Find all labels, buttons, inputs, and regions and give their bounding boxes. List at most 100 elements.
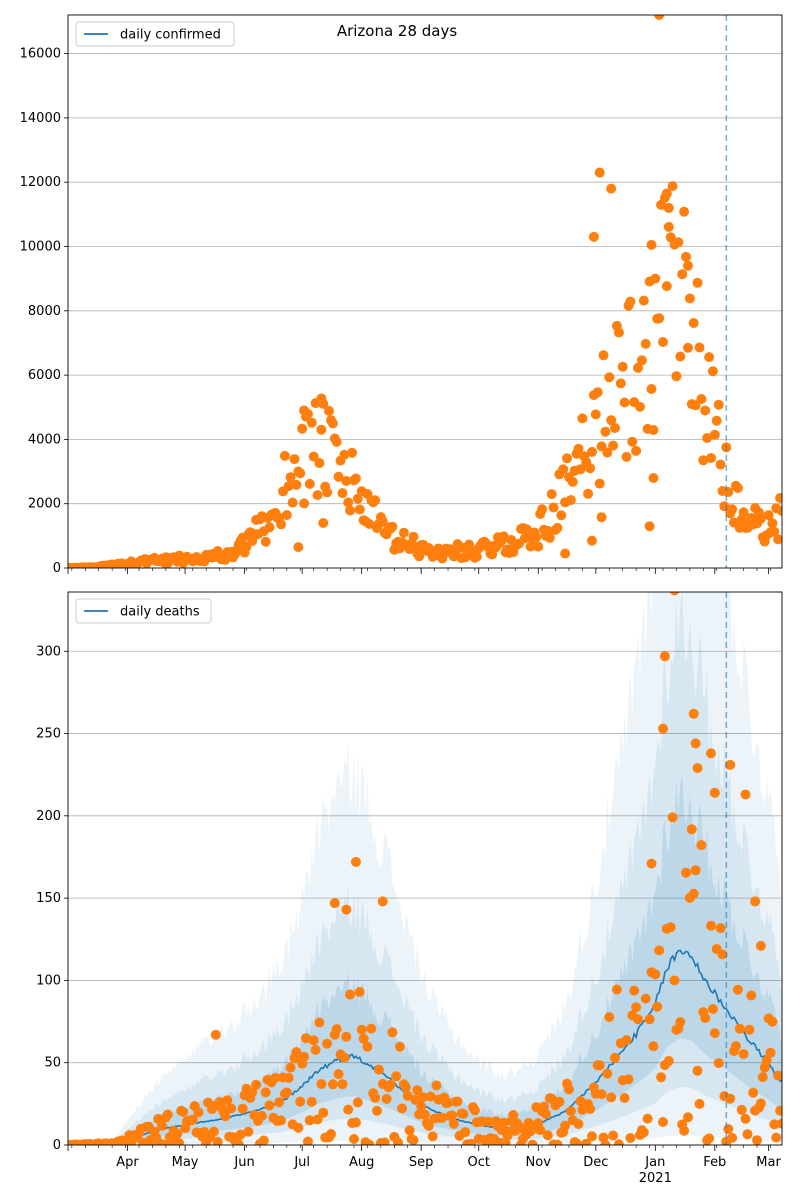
- data-point: [299, 1051, 310, 1062]
- data-point: [667, 181, 678, 192]
- data-point: [393, 1137, 404, 1145]
- data-point: [713, 399, 724, 410]
- data-point: [679, 1125, 690, 1136]
- data-point: [654, 313, 665, 324]
- data-point: [210, 1029, 221, 1040]
- y-tick-label: 200: [36, 809, 61, 824]
- data-point: [732, 483, 743, 493]
- data-point: [727, 504, 738, 515]
- data-point: [688, 888, 699, 899]
- data-point: [295, 468, 306, 479]
- data-point: [613, 1139, 624, 1145]
- data-point: [556, 510, 567, 521]
- data-point: [709, 429, 720, 440]
- data-point: [659, 651, 670, 662]
- data-point: [416, 1101, 427, 1112]
- data-point: [341, 904, 352, 915]
- data-point: [349, 1134, 359, 1144]
- legend-box: [75, 21, 235, 47]
- data-point: [531, 532, 542, 543]
- deaths-panel: 0 50 100 150 200 250 300 daily deaths: [36, 591, 783, 1153]
- data-point: [652, 1001, 663, 1012]
- data-point: [387, 1027, 398, 1038]
- y-tick-label: 10000: [20, 239, 61, 254]
- data-point: [752, 1135, 762, 1145]
- data-point: [350, 856, 361, 867]
- data-point: [293, 542, 304, 553]
- data-point: [610, 423, 620, 433]
- data-point: [324, 405, 334, 416]
- data-point: [329, 898, 340, 909]
- data-point: [596, 1089, 607, 1100]
- data-point: [611, 984, 622, 995]
- x-tick-label: Sep: [409, 1155, 434, 1170]
- data-point: [696, 394, 707, 404]
- data-point: [694, 1098, 705, 1109]
- data-point: [740, 789, 751, 800]
- x-tick-label: May: [172, 1155, 199, 1170]
- data-point: [640, 338, 651, 349]
- data-point: [773, 1070, 782, 1081]
- data-point: [452, 1096, 463, 1107]
- confidence-band: [68, 592, 782, 1145]
- data-point: [318, 1107, 329, 1118]
- data-point: [274, 1097, 285, 1108]
- data-point: [694, 342, 705, 353]
- data-point: [777, 1118, 782, 1129]
- data-point: [372, 1105, 382, 1116]
- data-point: [602, 447, 613, 458]
- data-point: [395, 1041, 405, 1052]
- data-point: [291, 479, 302, 490]
- data-point: [535, 1125, 546, 1136]
- data-point: [285, 1062, 296, 1073]
- data-point: [688, 318, 699, 328]
- data-point: [646, 858, 657, 869]
- data-point: [636, 355, 647, 366]
- data-point: [629, 985, 640, 996]
- data-point: [404, 1125, 415, 1136]
- data-point: [542, 1130, 553, 1141]
- y-tick-label: 100: [36, 973, 61, 988]
- data-point: [658, 723, 668, 734]
- data-point: [379, 1137, 390, 1145]
- confidence-band: [68, 592, 782, 1145]
- data-point: [423, 1120, 434, 1131]
- data-point: [704, 1133, 715, 1144]
- data-point: [352, 493, 363, 504]
- data-point: [159, 1139, 169, 1145]
- chart-title: Arizona 28 days: [337, 22, 458, 40]
- data-point: [633, 1014, 643, 1025]
- data-point: [341, 476, 352, 486]
- confidence-band: [68, 774, 782, 1145]
- data-point: [276, 519, 286, 530]
- data-point: [256, 1110, 267, 1121]
- data-point: [362, 1041, 373, 1052]
- data-point: [604, 372, 615, 383]
- data-point: [312, 490, 323, 501]
- data-point: [385, 1079, 396, 1090]
- data-point: [408, 1135, 419, 1145]
- data-point: [775, 493, 782, 503]
- data-point: [304, 478, 315, 489]
- data-point: [744, 1024, 755, 1035]
- data-point: [734, 1023, 745, 1034]
- data-point: [686, 824, 697, 835]
- data-point: [713, 1058, 724, 1069]
- data-point: [663, 1056, 674, 1066]
- data-point: [414, 551, 425, 562]
- data-point: [297, 423, 308, 434]
- data-point: [692, 763, 703, 774]
- data-point: [706, 920, 716, 931]
- data-point: [696, 840, 707, 851]
- data-point: [761, 1055, 772, 1066]
- data-point: [644, 1014, 655, 1025]
- data-point: [343, 497, 354, 508]
- data-point: [567, 476, 578, 487]
- data-point: [314, 458, 325, 468]
- data-point: [418, 1092, 429, 1103]
- data-point: [498, 1117, 509, 1128]
- data-point: [621, 1035, 632, 1046]
- data-point: [575, 464, 586, 475]
- data-point: [322, 1038, 333, 1049]
- data-point: [767, 1016, 778, 1027]
